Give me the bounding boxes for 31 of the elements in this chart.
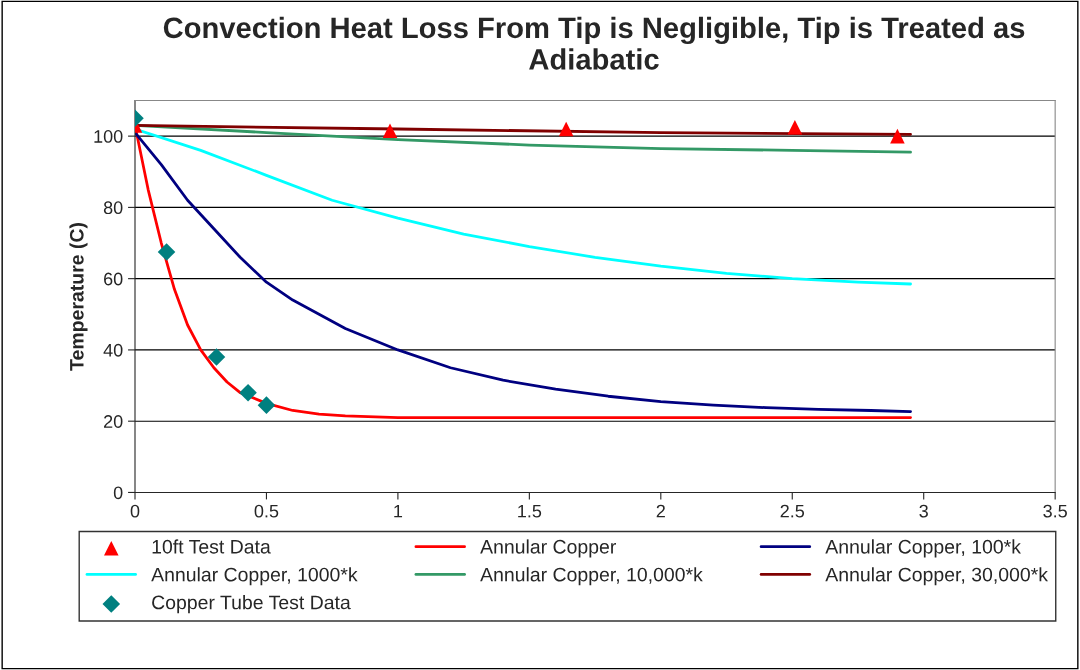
point xyxy=(890,128,905,144)
point xyxy=(558,121,574,137)
legend-label: Annular Copper, 30,000*k xyxy=(825,567,1049,586)
y-tick-label: 60 xyxy=(104,272,123,286)
legend-label: Annular Copper xyxy=(480,539,616,558)
point xyxy=(257,396,276,414)
x-tick-label: 3 xyxy=(919,504,928,518)
point xyxy=(207,348,226,366)
point xyxy=(239,383,257,402)
x-tick-label: 1 xyxy=(394,504,403,518)
x-tick-label: 1.5 xyxy=(518,504,542,518)
point xyxy=(787,119,803,135)
legend-label: Annular Copper, 100*k xyxy=(825,539,1021,558)
x-tick-label: 0.5 xyxy=(254,504,279,518)
legend-label: Annular Copper, 1000*k xyxy=(151,567,358,586)
legend-label: Copper Tube Test Data xyxy=(152,595,351,614)
y-axis-title: Temperature (C) xyxy=(69,223,88,371)
x-tick-label: 2.5 xyxy=(780,504,805,518)
legend-label: 10ft Test Data xyxy=(152,539,271,554)
x-tick-label: 0 xyxy=(130,504,140,518)
y-tick-label: 80 xyxy=(103,201,123,215)
y-tick-label: 20 xyxy=(104,415,123,428)
x-tick-label: 2 xyxy=(656,504,665,518)
x-tick-label: 3.5 xyxy=(1043,504,1067,518)
legend-label: Annular Copper, 10,000*k xyxy=(480,567,703,586)
chart-title: Convection Heat Loss From Tip is Negligible, Tip is Treated as Adiabatic xyxy=(163,16,1025,70)
point xyxy=(382,123,398,139)
point xyxy=(157,243,176,261)
y-tick-label: 0 xyxy=(113,486,123,500)
y-tick-label: 40 xyxy=(103,343,123,357)
y-tick-label: 100 xyxy=(94,130,123,143)
